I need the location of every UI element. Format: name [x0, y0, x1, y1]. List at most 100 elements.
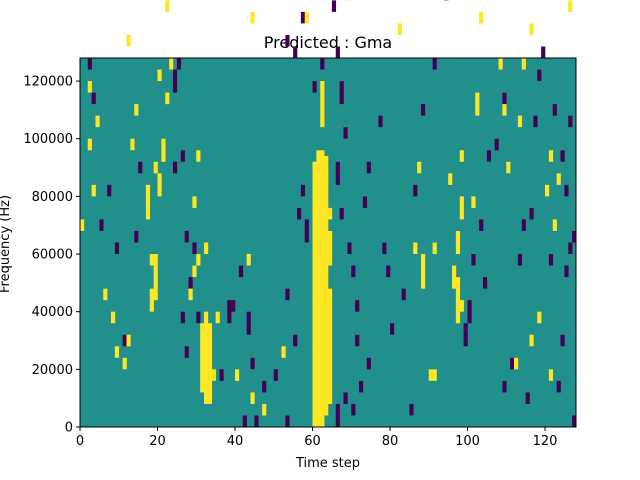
heatmap-cell-high [196, 150, 201, 162]
heatmap-cell-low [87, 58, 92, 70]
x-tick-label: 80 [382, 434, 399, 449]
heatmap-cell-high [324, 156, 329, 416]
heatmap-cell-low [572, 415, 577, 427]
heatmap-cell-high [122, 357, 127, 370]
heatmap-cell-low [359, 380, 364, 393]
plot-area [79, 0, 577, 428]
heatmap-cell-high [502, 104, 507, 116]
heatmap-cell-low [366, 161, 371, 174]
heatmap-cell-low [335, 403, 340, 427]
heatmap-cell-low [483, 277, 488, 289]
heatmap-cell-high [165, 0, 170, 12]
x-tick-label: 20 [149, 434, 166, 449]
heatmap-cell-high [149, 288, 154, 312]
heatmap-cell-high [204, 311, 209, 404]
heatmap-cell-high [455, 230, 461, 255]
heatmap-cell-low [351, 265, 356, 278]
heatmap-cell-high [475, 92, 480, 116]
heatmap-cell-low [180, 150, 185, 162]
x-tick-label: 100 [455, 434, 480, 449]
heatmap-cell-low [335, 161, 340, 185]
heatmap-cell-low [421, 104, 426, 116]
heatmap-cell-high [169, 58, 174, 70]
heatmap-cell-low [188, 277, 193, 289]
heatmap-cell-low [386, 265, 391, 278]
heatmap-cell-high [312, 161, 317, 427]
heatmap-cell-low [297, 207, 302, 220]
heatmap-cell-low [366, 357, 371, 370]
heatmap-cell-low [192, 242, 197, 255]
heatmap-cell-low [339, 81, 344, 105]
heatmap-cell-high [87, 138, 92, 151]
heatmap-cell-low [351, 403, 356, 416]
heatmap-cell-low [238, 265, 244, 278]
heatmap-cell-high [506, 161, 511, 174]
heatmap-cell-high [545, 184, 550, 197]
heatmap-cell-low [537, 69, 542, 82]
heatmap-cell-high [432, 242, 437, 255]
heatmap-cell-low [335, 46, 340, 58]
heatmap-cell-high [80, 219, 85, 231]
heatmap-cell-low [300, 11, 306, 24]
heatmap-cell-high [459, 150, 464, 162]
heatmap-cell-high [397, 23, 402, 35]
heatmap-cell-high [200, 323, 205, 393]
heatmap-cell-low [343, 127, 348, 139]
heatmap-cell-low [285, 415, 290, 427]
heatmap-cell-high [246, 254, 251, 266]
heatmap-cell-low [494, 138, 499, 151]
x-tick-label: 60 [304, 434, 321, 449]
heatmap-cell-high [316, 150, 321, 427]
heatmap-cell-low [254, 415, 259, 427]
heatmap-cell-low [409, 403, 414, 416]
heatmap-cell-high [188, 288, 193, 301]
heatmap-cell-high [304, 11, 309, 24]
heatmap-cell-low [502, 92, 507, 105]
heatmap-cell-low [138, 161, 143, 174]
heatmap-cell-low [355, 300, 360, 312]
heatmap-cell-high [432, 369, 437, 381]
heatmap-cell-low [568, 242, 573, 255]
plot-frame [79, 57, 577, 428]
heatmap-cell-high [207, 323, 213, 404]
heatmap-cell-high [514, 357, 519, 370]
heatmap-cell-high [281, 346, 286, 358]
heatmap-cell-low [219, 369, 224, 381]
heatmap-cell-low [293, 46, 298, 58]
heatmap-cell-low [196, 311, 201, 324]
heatmap-cell-low [242, 415, 247, 427]
heatmap-cell-low [227, 300, 232, 324]
heatmap-cell-low [564, 184, 569, 197]
heatmap-cell-high [126, 334, 131, 347]
heatmap-cell-low [343, 392, 348, 404]
x-tick-label: 120 [533, 434, 558, 449]
heatmap-cell-low [173, 161, 178, 174]
heatmap-cell-high [320, 81, 325, 128]
heatmap-cell-high [320, 150, 325, 427]
heatmap-cell-high [417, 161, 422, 174]
heatmap-cell-low [413, 184, 418, 197]
heatmap-cell-high [262, 403, 267, 416]
heatmap-cell-low [525, 392, 530, 404]
heatmap-cell-low [529, 207, 534, 220]
heatmap-cell-low [510, 357, 515, 370]
heatmap-cell-low [548, 254, 554, 266]
heatmap-cell-low [250, 357, 255, 370]
heatmap-cell-high [548, 369, 554, 381]
heatmap-cell-low [285, 288, 290, 301]
y-tick-label: 40000 [32, 305, 73, 320]
heatmap-cell-low [502, 380, 507, 393]
heatmap-cell-low [262, 380, 267, 393]
heatmap-cell-high [250, 392, 255, 404]
heatmap-cell-high [157, 69, 162, 82]
heatmap-cell-low [304, 219, 309, 243]
heatmap-cell-low [560, 150, 565, 162]
heatmap-cell-low [463, 323, 468, 347]
y-axis: 0 20000 40000 60000 80000 100000 120000 [23, 75, 80, 436]
heatmap-cell-low [312, 81, 317, 93]
heatmap-cell-high [328, 230, 333, 266]
heatmap-cell-high [114, 346, 120, 358]
heatmap-cell-low [479, 219, 484, 231]
heatmap-cell-low [382, 242, 387, 255]
heatmap-cell-low [331, 0, 337, 12]
